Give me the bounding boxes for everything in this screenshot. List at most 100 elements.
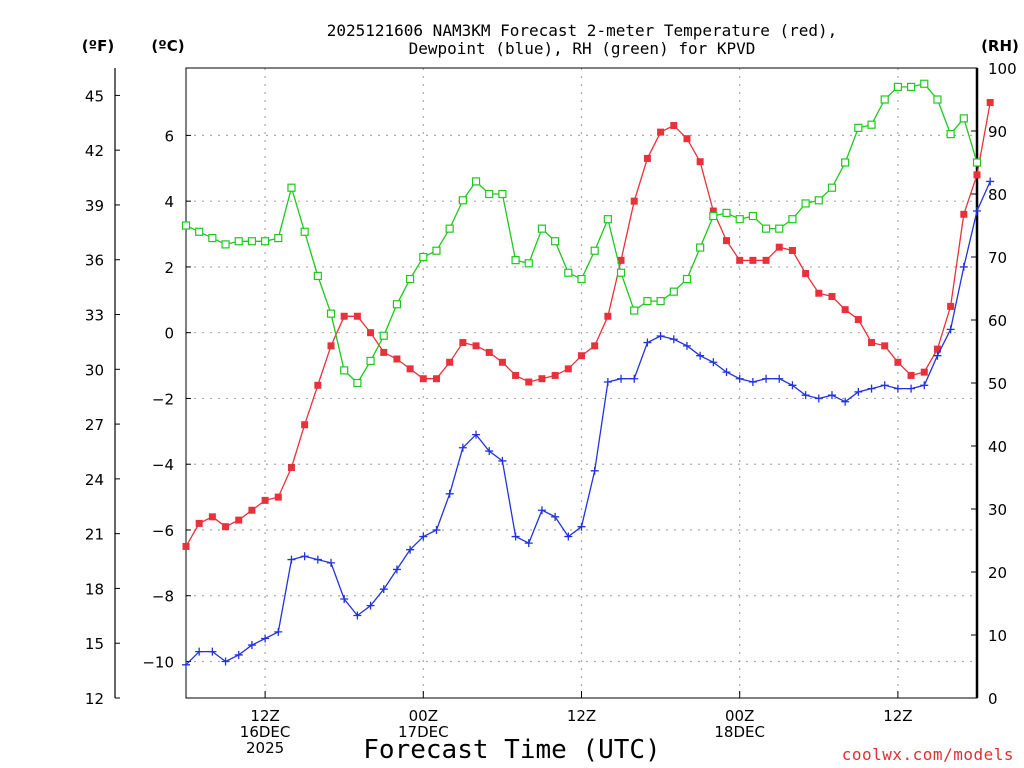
rh-point [959,114,968,123]
dewpoint-point [300,552,309,561]
temperature-point [920,368,928,376]
rh-point [458,196,467,205]
temperature-point [406,365,414,373]
rh-tick-label: 60 [988,312,1007,330]
dewpoint-point [617,374,626,383]
time-tick-label: 12Z [250,707,279,725]
temperature-point [446,358,454,366]
temperature-point [973,171,981,179]
rh-point [221,240,230,249]
rh-point [234,237,243,246]
rh-point [735,215,744,224]
rh-tick-label: 100 [988,60,1017,78]
rh-point [801,199,810,208]
rh-tick-label: 80 [988,186,1007,204]
dewpoint-point [564,532,573,541]
rh-tick-label: 0 [988,690,998,708]
rh-point [854,123,863,132]
dewpoint-point [880,381,889,390]
dewpoint-point [867,384,876,393]
rh-tick-label: 90 [988,123,1007,141]
temperature-point [630,197,638,205]
temperature-point [947,302,955,310]
dewpoint-point [247,641,256,650]
rh-point [471,177,481,186]
celsius-tick-label: −8 [152,588,174,606]
rh-point [326,309,336,318]
dewpoint-point [472,430,481,439]
temperature-point [301,421,309,429]
fahrenheit-tick-label: 30 [85,361,104,379]
temperature-point [591,342,599,350]
dewpoint-point [234,650,243,659]
rh-point [392,300,402,309]
temperature-point [287,464,295,472]
rh-point [827,183,837,192]
rh-tick-label: 10 [988,627,1007,645]
temperature-point [432,375,440,383]
dewpoint-point [973,207,981,216]
celsius-tick-label: 6 [164,127,174,145]
temperature-point [736,256,744,264]
time-tick-label: 2025 [246,739,284,757]
rh-point [788,215,797,224]
temperature-point [512,371,520,379]
temperature-line [185,102,991,547]
rh-point [274,234,283,243]
dewpoint-point [748,378,757,387]
dewpoint-point [379,585,388,594]
dewpoint-point [656,331,665,340]
dewpoint-point [577,522,586,531]
rh-point [419,252,428,262]
dewpoint-point [603,378,612,387]
rh-tick-label: 20 [988,564,1007,582]
fahrenheit-unit-label: (ºF) [82,37,114,55]
rh-tick-label: 70 [988,249,1007,267]
rh-point [814,196,823,205]
dewpoint-point [762,374,771,383]
temperature-point [854,316,862,324]
dewpoint-point [590,466,599,475]
rh-point [761,224,771,233]
temperature-point [749,256,757,264]
temperature-point [564,365,572,373]
temperature-point [802,270,810,278]
fahrenheit-tick-label: 27 [85,416,104,434]
rh-point [537,224,547,233]
rh-point [656,297,665,306]
dewpoint-point [907,384,916,393]
dewpoint-point [959,262,968,271]
temperature-point [274,493,282,501]
rh-point [366,356,375,366]
rh-point [972,158,982,167]
dewpoint-point [841,397,850,406]
temperature-point [881,342,889,350]
rh-point [867,120,876,129]
dewpoint-point [485,447,494,456]
rh-point [722,208,731,217]
axes: −10−8−6−4−202461215182124273033363942450… [85,60,1017,757]
fahrenheit-tick-label: 21 [85,526,104,544]
dewpoint-point [933,351,942,360]
time-tick-label: 17DEC [398,723,449,741]
fahrenheit-tick-label: 33 [85,307,104,325]
rh-point [208,234,217,243]
temperature-point [617,256,625,264]
time-tick-label: 12Z [567,707,596,725]
dewpoint-point [537,506,546,515]
celsius-tick-label: 2 [164,259,174,277]
temperature-point [314,381,322,389]
rh-point [880,95,889,104]
rh-point [709,211,718,221]
celsius-tick-label: −6 [152,522,174,540]
dewpoint-point [827,391,836,400]
dewpoint-point [524,539,533,548]
temperature-point [327,342,335,350]
dewpoint-point [511,532,520,541]
celsius-tick-label: −2 [152,390,174,408]
temperature-point [195,519,203,527]
fahrenheit-tick-label: 39 [85,197,104,215]
rh-point [300,227,309,236]
dewpoint-point [419,532,428,541]
rh-tick-label: 50 [988,375,1007,393]
